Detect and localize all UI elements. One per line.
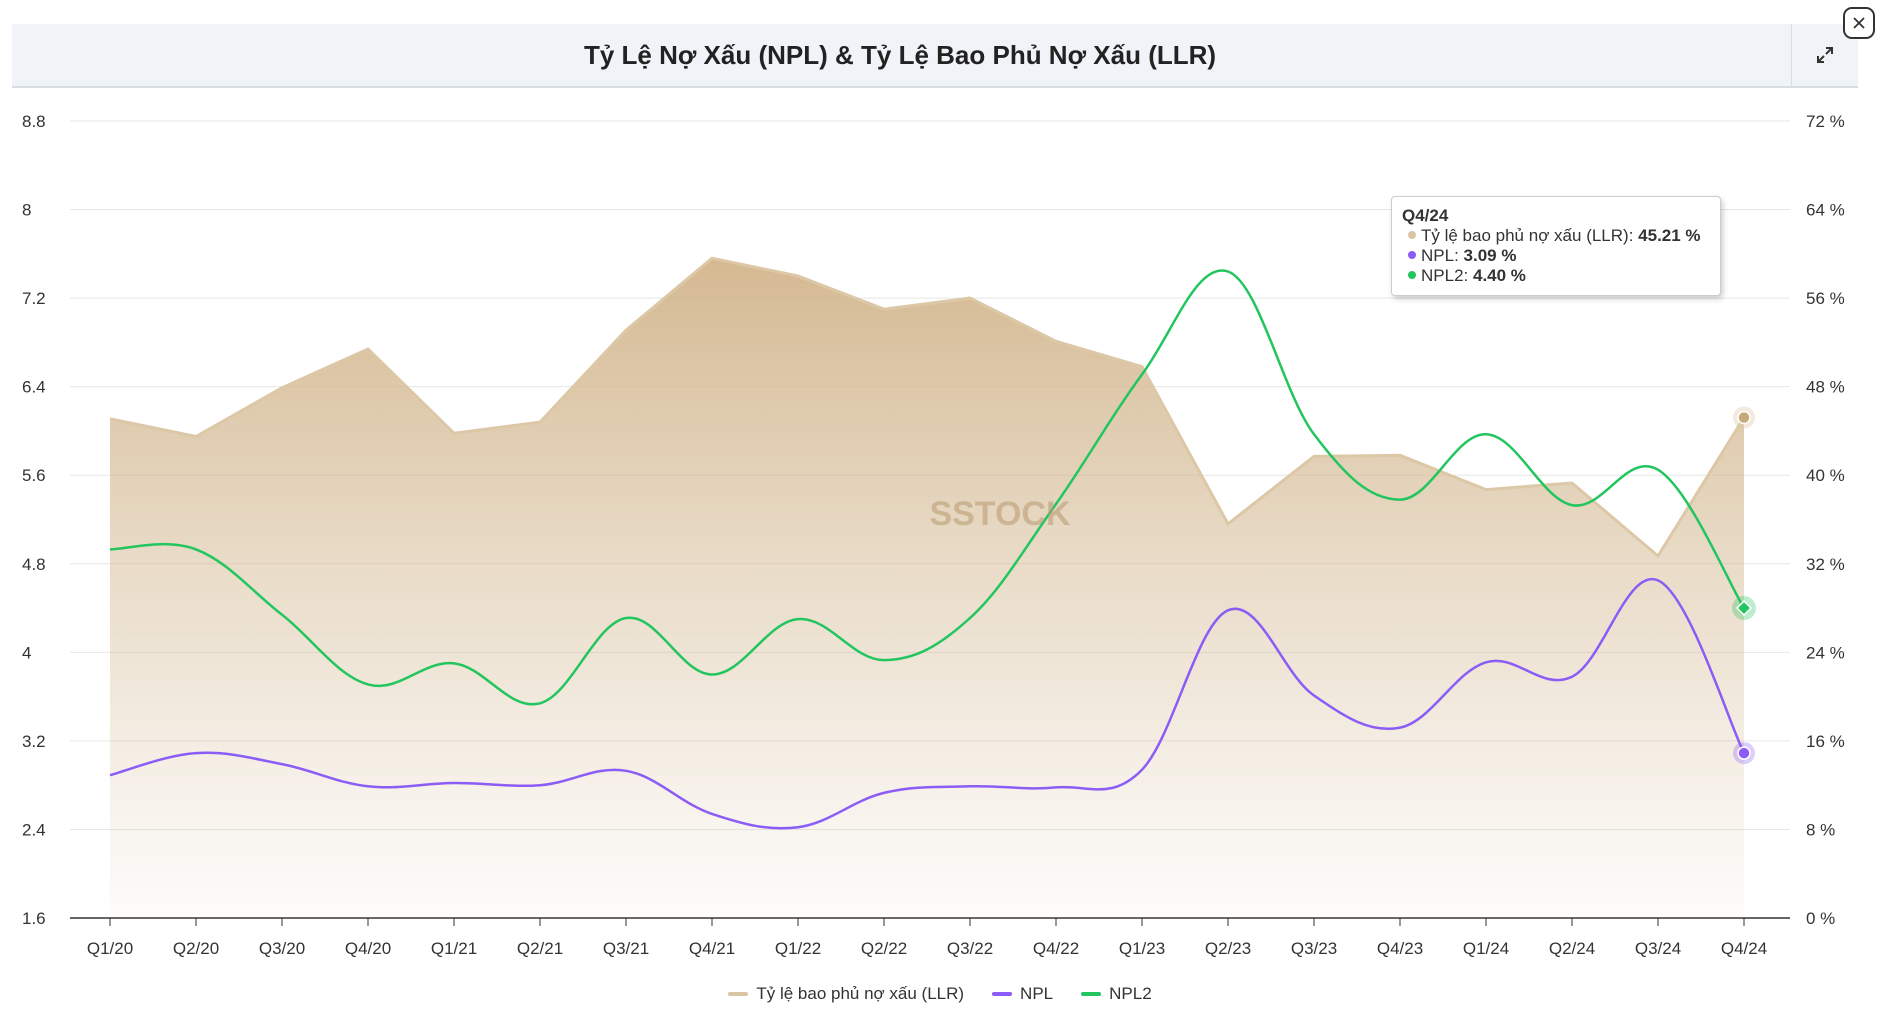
y-left-tick-label: 5.6 — [22, 466, 46, 485]
x-tick-label: Q1/23 — [1119, 939, 1165, 958]
tooltip: Q4/24 Tỷ lệ bao phủ nợ xấu (LLR): 45.21 … — [1391, 196, 1721, 296]
legend-swatch — [1081, 992, 1102, 996]
y-right-tick-label: 48 % — [1806, 378, 1845, 397]
x-tick-label: Q4/23 — [1377, 939, 1423, 958]
y-right-tick-label: 0 % — [1806, 909, 1835, 928]
y-right-tick-label: 24 % — [1806, 643, 1845, 662]
x-tick-label: Q3/21 — [603, 939, 649, 958]
npl2-line — [109, 269, 1746, 706]
x-tick-label: Q4/20 — [345, 939, 391, 958]
legend-label: NPL2 — [1109, 984, 1152, 1003]
legend-label: NPL — [1020, 984, 1054, 1003]
y-left-tick-label: 8.8 — [22, 112, 46, 131]
y-right-tick-label: 56 % — [1806, 289, 1845, 308]
npl-hover-point — [1737, 746, 1751, 760]
x-tick-label: Q3/24 — [1635, 939, 1681, 958]
x-tick-label: Q1/22 — [775, 939, 821, 958]
y-left-tick-label: 8 — [22, 201, 31, 220]
x-tick-label: Q4/24 — [1721, 939, 1767, 958]
x-tick-label: Q4/21 — [689, 939, 735, 958]
watermark: SSTOCK — [929, 495, 1071, 533]
legend-item-llr[interactable]: Tỷ lệ bao phủ nợ xấu (LLR) — [728, 984, 964, 1004]
tooltip-row-llr: Tỷ lệ bao phủ nợ xấu (LLR): 45.21 % — [1402, 226, 1710, 246]
close-button[interactable] — [1843, 7, 1875, 39]
legend-swatch — [728, 992, 749, 996]
legend-label: Tỷ lệ bao phủ nợ xấu (LLR) — [756, 984, 965, 1003]
x-tick-label: Q2/21 — [517, 939, 563, 958]
npl2-dot-icon — [1408, 271, 1416, 279]
x-tick-label: Q2/22 — [861, 939, 907, 958]
x-tick-label: Q3/20 — [259, 939, 305, 958]
legend-item-npl2[interactable]: NPL2 — [1081, 984, 1152, 1004]
y-left-tick-label: 2.4 — [22, 820, 46, 839]
y-right-tick-label: 16 % — [1806, 732, 1845, 751]
tooltip-label: Tỷ lệ bao phủ nợ xấu (LLR): — [1421, 226, 1639, 245]
x-tick-label: Q3/23 — [1291, 939, 1337, 958]
tooltip-label: NPL2: — [1421, 266, 1473, 285]
tooltip-value: 3.09 % — [1463, 246, 1517, 265]
y-right-tick-label: 64 % — [1806, 201, 1845, 220]
y-left-tick-label: 4 — [22, 643, 31, 662]
legend: Tỷ lệ bao phủ nợ xấu (LLR) NPL NPL2 — [0, 984, 1880, 1004]
x-tick-label: Q4/22 — [1033, 939, 1079, 958]
chart-title: Tỷ Lệ Nợ Xấu (NPL) & Tỷ Lệ Bao Phủ Nợ Xấ… — [583, 40, 1217, 70]
y-left-tick-label: 1.6 — [22, 909, 46, 928]
y-left-tick-label: 4.8 — [22, 555, 46, 574]
npl2-hover-point — [1735, 599, 1753, 617]
chart-header: Tỷ Lệ Nợ Xấu (NPL) & Tỷ Lệ Bao Phủ Nợ Xấ… — [12, 24, 1858, 88]
x-tick-label: Q1/21 — [431, 939, 477, 958]
x-tick-label: Q1/20 — [87, 939, 133, 958]
close-icon — [1853, 17, 1865, 29]
npl-dot-icon — [1408, 251, 1416, 259]
y-left-tick-label: 6.4 — [22, 378, 46, 397]
llr-area — [110, 258, 1744, 918]
x-tick-label: Q2/24 — [1549, 939, 1595, 958]
tooltip-row-npl2: NPL2: 4.40 % — [1402, 266, 1710, 286]
tooltip-label: NPL: — [1421, 246, 1464, 265]
y-right-tick-label: 32 % — [1806, 555, 1845, 574]
npl-line — [109, 577, 1746, 830]
llr-line — [109, 256, 1746, 559]
y-right-tick-label: 8 % — [1806, 820, 1835, 839]
expand-icon — [1817, 47, 1833, 63]
legend-swatch — [992, 992, 1013, 996]
x-tick-label: Q2/23 — [1205, 939, 1251, 958]
x-tick-label: Q1/24 — [1463, 939, 1509, 958]
y-right-tick-label: 72 % — [1806, 112, 1845, 131]
llr-hover-point — [1737, 410, 1751, 425]
legend-item-npl[interactable]: NPL — [992, 984, 1053, 1004]
llr-dot-icon — [1408, 231, 1416, 239]
y-left-tick-label: 3.2 — [22, 732, 46, 751]
x-tick-label: Q3/22 — [947, 939, 993, 958]
tooltip-row-npl: NPL: 3.09 % — [1402, 246, 1710, 266]
tooltip-title: Q4/24 — [1402, 206, 1449, 225]
y-right-tick-label: 40 % — [1806, 466, 1845, 485]
x-tick-label: Q2/20 — [173, 939, 219, 958]
tooltip-value: 45.21 % — [1638, 226, 1701, 245]
expand-button[interactable] — [1791, 24, 1858, 86]
tooltip-value: 4.40 % — [1472, 266, 1526, 285]
y-left-tick-label: 7.2 — [22, 289, 46, 308]
